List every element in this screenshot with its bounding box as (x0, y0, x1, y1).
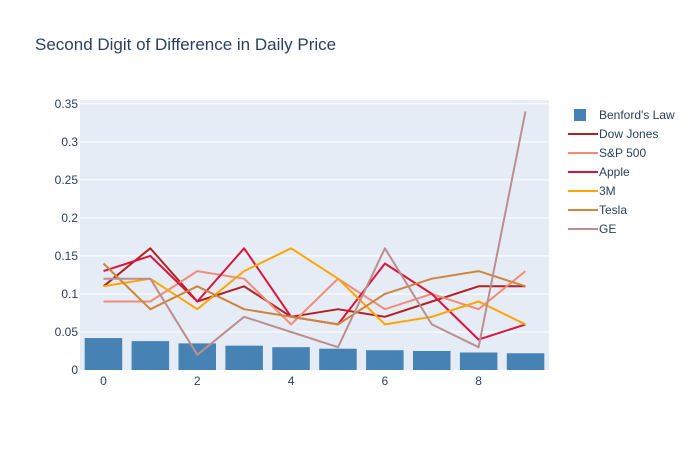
series-line-dow-jones (102, 247, 526, 318)
series-line-tesla (102, 262, 526, 326)
series-lines (102, 111, 527, 356)
legend[interactable]: Benford's Law Dow Jones S&P 500 Apple 3M Tesl… (568, 108, 675, 236)
bar (319, 348, 357, 370)
bar (84, 338, 123, 370)
legend-item[interactable]: Tesla (568, 203, 627, 217)
legend-label: Tesla (599, 203, 627, 217)
y-tick-label: 0.2 (61, 211, 78, 225)
legend-label: Apple (599, 165, 630, 179)
x-tick-label: 0 (100, 374, 107, 388)
x-tick-label: 6 (382, 374, 389, 388)
legend-item[interactable]: Dow Jones (568, 127, 658, 141)
y-axis-ticks: 0 0.05 0.1 0.15 0.2 0.25 0.3 0.35 (55, 97, 79, 377)
bar (412, 350, 451, 370)
plot-area (80, 100, 549, 370)
legend-label: GE (599, 222, 616, 236)
x-tick-label: 8 (475, 374, 482, 388)
legend-item[interactable]: S&P 500 (568, 146, 646, 160)
y-tick-label: 0.3 (61, 135, 78, 149)
legend-item[interactable]: Apple (568, 165, 630, 179)
legend-label: Benford's Law (599, 108, 675, 122)
legend-item[interactable]: Benford's Law (574, 108, 675, 122)
y-tick-label: 0.25 (55, 173, 79, 187)
series-line-s-p-500 (103, 270, 527, 326)
bar (178, 343, 217, 370)
y-tick-label: 0.1 (61, 287, 78, 301)
series-line-ge (103, 111, 527, 356)
series-line-3m (103, 247, 526, 326)
y-tick-label: 0.15 (55, 249, 79, 263)
legend-item[interactable]: GE (568, 222, 616, 236)
legend-label: 3M (599, 184, 616, 198)
benford-bars (84, 338, 545, 370)
legend-label: S&P 500 (599, 146, 646, 160)
y-tick-label: 0.05 (55, 325, 79, 339)
bar (225, 345, 263, 370)
y-tick-label: 0.35 (55, 97, 79, 111)
y-tick-label: 0 (71, 363, 78, 377)
chart-title: Second Digit of Difference in Daily Pric… (35, 35, 336, 54)
legend-label: Dow Jones (599, 127, 658, 141)
legend-swatch (574, 109, 586, 121)
bar (272, 347, 310, 370)
bar (366, 350, 404, 370)
legend-item[interactable]: 3M (568, 184, 616, 198)
bar (131, 341, 170, 370)
x-axis-ticks: 0 2 4 6 8 (100, 374, 482, 388)
bar (506, 353, 545, 370)
bar (459, 352, 498, 370)
x-tick-label: 4 (288, 374, 295, 388)
x-tick-label: 2 (194, 374, 201, 388)
